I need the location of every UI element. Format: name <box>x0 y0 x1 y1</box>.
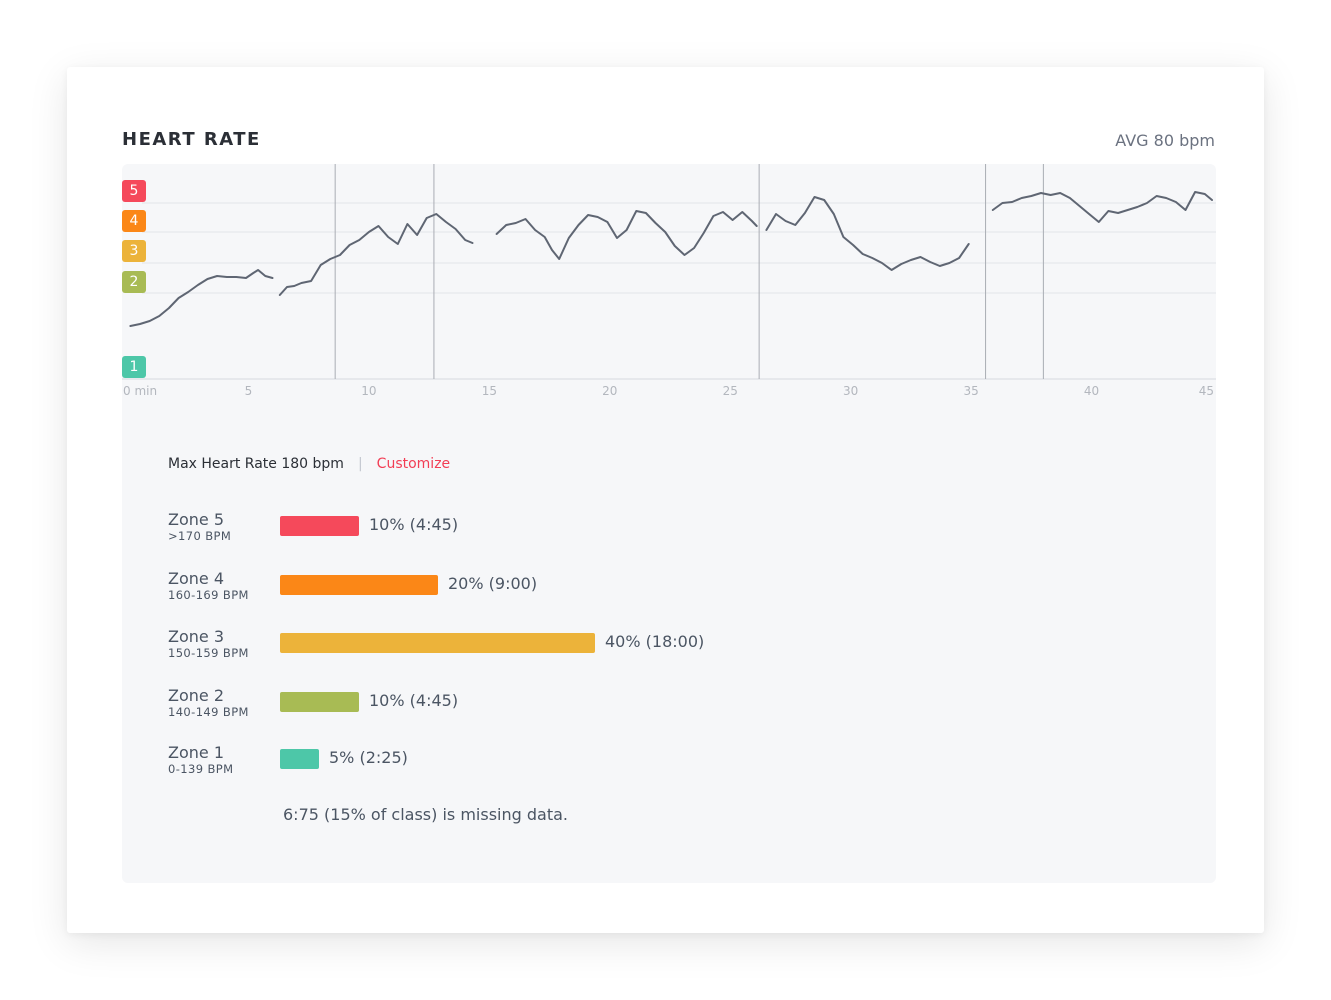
zone-badge-3: 3 <box>122 240 146 262</box>
x-tick-label: 45 <box>1199 384 1214 398</box>
zone-range: 160-169 BPM <box>168 588 249 602</box>
heart-rate-line <box>495 210 758 260</box>
missing-data-note: 6:75 (15% of class) is missing data. <box>283 805 568 824</box>
zone-bar <box>280 692 359 712</box>
x-tick-label: 25 <box>723 384 738 398</box>
x-tick-label: 15 <box>482 384 497 398</box>
x-tick-label: 10 <box>361 384 376 398</box>
heart-rate-card: HEART RATE AVG 80 bpm 0 min 5 10 15 20 25 30 35… <box>67 67 1264 933</box>
x-tick-label: 0 min <box>123 384 157 398</box>
zone-percent: 10% (4:45) <box>369 515 459 534</box>
heart-rate-line <box>129 269 274 327</box>
zone-range: 140-149 BPM <box>168 705 249 719</box>
x-tick-label: 40 <box>1084 384 1099 398</box>
zone-badge-5: 5 <box>122 180 146 202</box>
max-heart-rate-label: Max Heart Rate 180 bpm <box>168 456 344 472</box>
avg-bpm: AVG 80 bpm <box>1115 131 1215 150</box>
zone-bar <box>280 633 595 653</box>
zone-bar <box>280 749 319 769</box>
zone-name: Zone 2 <box>168 686 224 705</box>
heart-rate-line <box>278 213 474 296</box>
zone-percent: 5% (2:25) <box>329 748 408 767</box>
heart-rate-panel: 0 min 5 10 15 20 25 30 35 40 45 5 4 3 2 1 Max Heart R… <box>122 164 1216 883</box>
zone-percent: 20% (9:00) <box>448 574 538 593</box>
zone-name: Zone 4 <box>168 569 224 588</box>
zone-badge-2: 2 <box>122 271 146 293</box>
heart-rate-line <box>991 191 1213 223</box>
zone-range: >170 BPM <box>168 529 232 543</box>
card-title: HEART RATE <box>122 129 261 150</box>
zone-name: Zone 5 <box>168 510 224 529</box>
zone-badge-4: 4 <box>122 210 146 232</box>
zone-range: 0-139 BPM <box>168 762 234 776</box>
x-tick-label: 20 <box>602 384 617 398</box>
heart-rate-line <box>765 196 970 271</box>
zone-bar <box>280 575 438 595</box>
zone-name: Zone 1 <box>168 743 224 762</box>
zone-percent: 40% (18:00) <box>605 632 705 651</box>
max-heart-rate-row: Max Heart Rate 180 bpm | Customize <box>168 456 450 472</box>
zone-name: Zone 3 <box>168 627 224 646</box>
separator: | <box>357 456 363 472</box>
zone-range: 150-159 BPM <box>168 646 249 660</box>
zone-badge-1: 1 <box>122 356 146 378</box>
x-tick-label: 5 <box>245 384 253 398</box>
x-tick-label: 35 <box>963 384 978 398</box>
zone-bar <box>280 516 359 536</box>
heart-rate-chart: 0 min 5 10 15 20 25 30 35 40 45 <box>122 164 1216 398</box>
customize-link[interactable]: Customize <box>376 456 451 472</box>
x-tick-label: 30 <box>843 384 858 398</box>
zone-percent: 10% (4:45) <box>369 691 459 710</box>
